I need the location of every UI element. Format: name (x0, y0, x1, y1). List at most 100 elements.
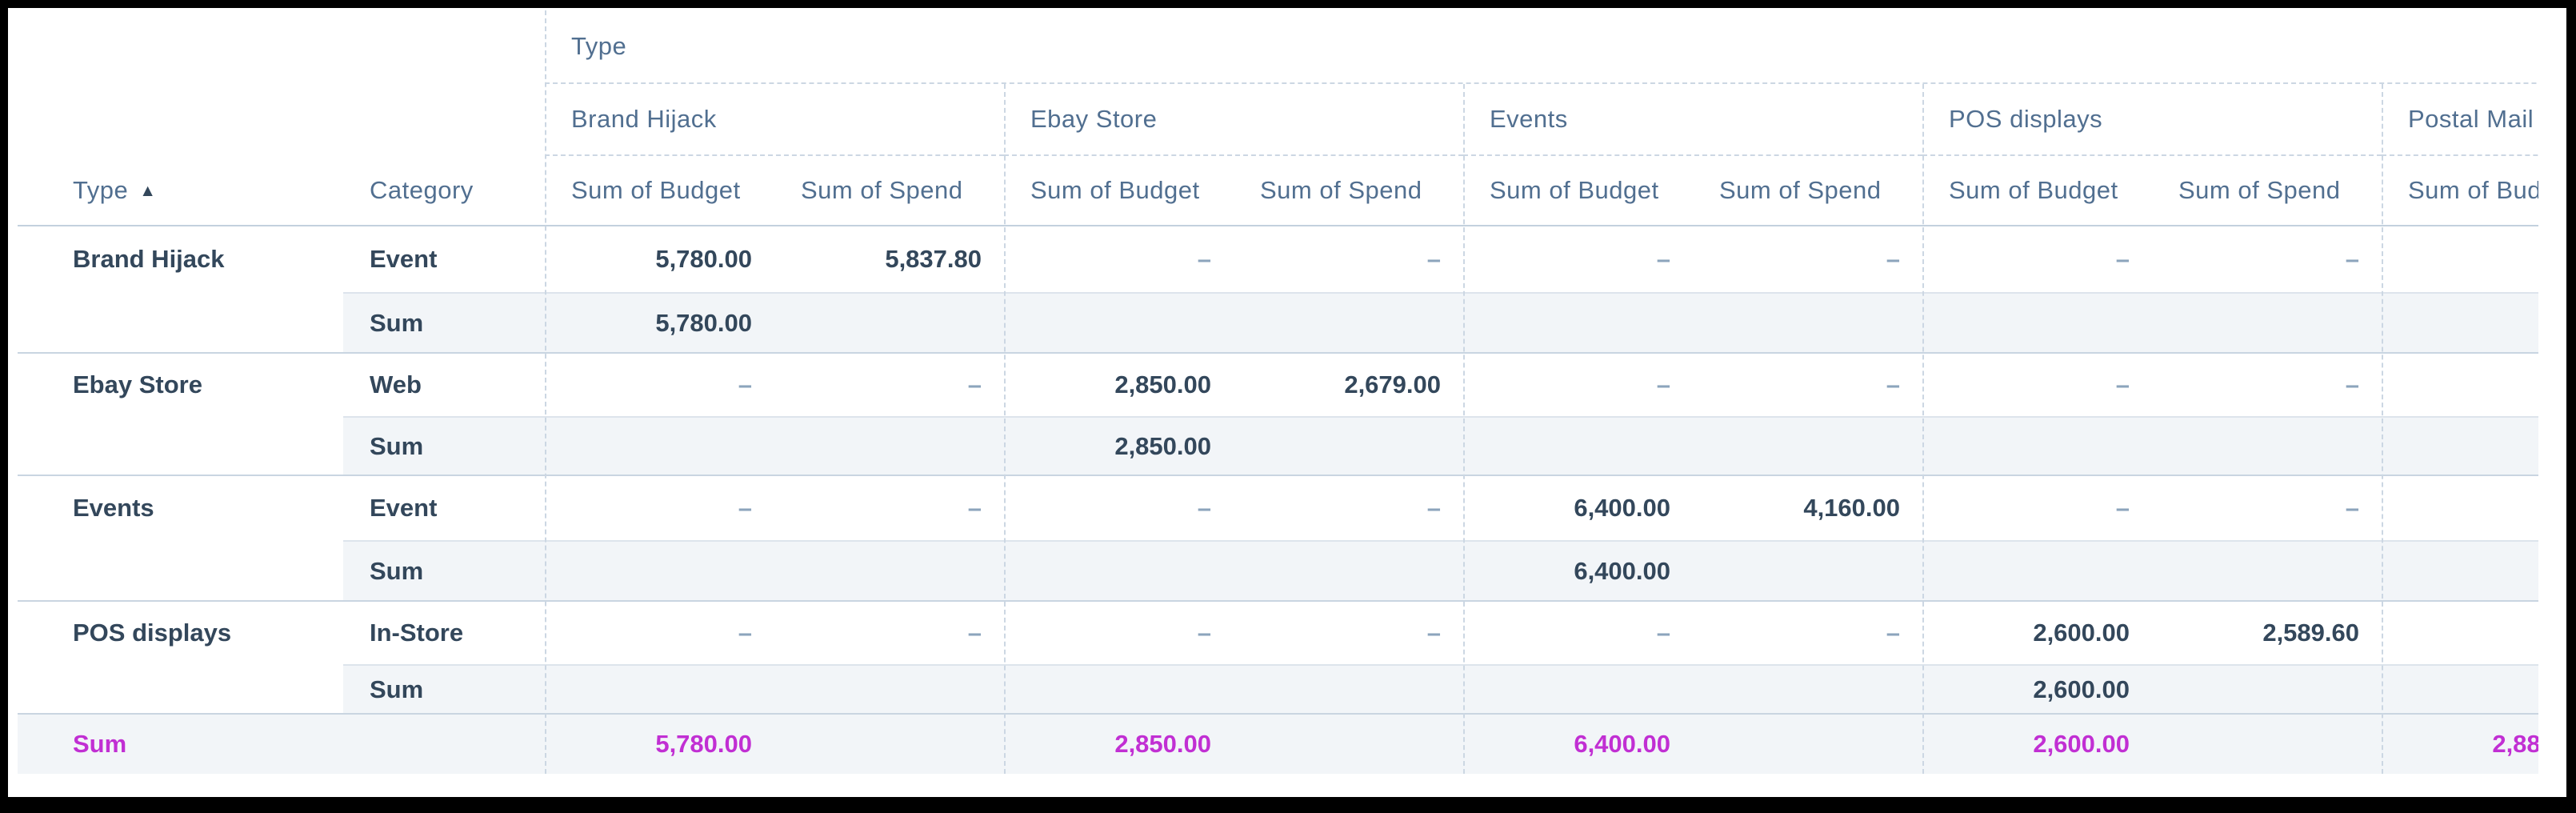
cell-value: 2,850.00 (1114, 431, 1211, 460)
cell-empty-dash: – (2345, 245, 2359, 273)
cell-empty-dash: – (967, 494, 982, 522)
header-sum-of-budget: Sum of Budget (1490, 176, 1659, 204)
cell-empty-dash: – (967, 370, 982, 398)
group-header-postal-mail: Postal Mail (2382, 84, 2538, 156)
cell-value: 2,600.00 (2033, 619, 2130, 647)
cell-empty-dash: – (1426, 619, 1441, 647)
cell-value (1463, 294, 1693, 352)
column-dimension-label: Type (545, 10, 2538, 84)
report-canvas: Type Brand Hijack Ebay Store Events POS … (8, 8, 2566, 797)
column-dimension-row: Type (18, 10, 2538, 84)
header-sum-of-budget: Sum of Budget (1030, 176, 1200, 204)
cell-value (1693, 666, 1922, 713)
group-header-events: Events (1463, 84, 1922, 156)
row-type-label: Ebay Store (73, 370, 202, 398)
cell-empty-dash: – (1886, 370, 1900, 398)
cell-value (774, 715, 1004, 774)
cell-value (2382, 542, 2538, 600)
cell-value (1004, 294, 1234, 352)
cell-value (1922, 418, 2152, 475)
sort-header-type[interactable]: Type ▲ (18, 156, 343, 225)
cell-value (545, 666, 774, 713)
row-category-label: Sum (370, 675, 424, 703)
cell-value (1922, 542, 2152, 600)
row-type-label (18, 540, 343, 600)
table-row: Brand Hijack Event 5,780.00 5,837.80 – – – – – – (18, 226, 2538, 292)
cell-value: 5,780.00 (655, 245, 752, 273)
cell-empty-dash: – (2115, 494, 2130, 522)
row-category-label: Sum (370, 431, 424, 460)
row-cells: Event 5,780.00 5,837.80 – – – – – – (343, 226, 2538, 292)
cell-value (1234, 715, 1463, 774)
cell-value (1922, 294, 2152, 352)
cell-value (1463, 418, 1693, 475)
cell-value (1004, 666, 1234, 713)
cell-value (545, 418, 774, 475)
row-type-label (18, 416, 343, 475)
cell-value: 4,160.00 (1803, 494, 1900, 522)
cell-value (1234, 542, 1463, 600)
cell-value: 2,850.00 (1114, 370, 1211, 398)
cell-value (1463, 666, 1693, 713)
cell-empty-dash: – (1656, 619, 1670, 647)
cell-value (2382, 226, 2538, 292)
cell-empty-dash: – (2345, 494, 2359, 522)
cell-empty-dash: – (738, 494, 752, 522)
cell-value (2382, 666, 2538, 713)
group-subtotal-row: Sum 2,600.00 (18, 664, 2538, 715)
grand-total-row: Sum 5,780.00 2,850.00 6,400.00 2,600.00 2,880… (18, 715, 2538, 774)
sort-ascending-icon: ▲ (139, 181, 157, 200)
cell-value (2152, 418, 2382, 475)
cell-empty-dash: – (738, 619, 752, 647)
group-subtotal-row: Sum 2,850.00 (18, 416, 2538, 476)
cell-value (774, 418, 1004, 475)
row-category-label (343, 715, 545, 774)
row-cells: Sum 6,400.00 (343, 540, 2538, 600)
row-type-label (18, 664, 343, 713)
header-sum-of-spend: Sum of Spend (801, 176, 963, 204)
group-subtotal-row: Sum 6,400.00 (18, 540, 2538, 602)
row-category-label: Event (370, 494, 438, 522)
corner-spacer (18, 10, 545, 84)
cell-empty-dash: – (1426, 494, 1441, 522)
row-type-label: Events (73, 494, 154, 522)
cell-value (1693, 542, 1922, 600)
row-category-label: Sum (370, 556, 424, 585)
header-sum-of-spend: Sum of Spend (2178, 176, 2341, 204)
cell-value (2152, 294, 2382, 352)
cell-value (2152, 715, 2382, 774)
cell-value (1004, 542, 1234, 600)
row-type-label: POS displays (73, 619, 232, 647)
header-sum-of-budget: Sum of Budget (1949, 176, 2118, 204)
table-row: Events Event – – – – 6,400.00 4,160.00 – – (18, 476, 2538, 540)
cell-value (1693, 294, 1922, 352)
cell-value: 2,589.60 (2262, 619, 2359, 647)
cell-value: 2,600.00 (2033, 730, 2130, 758)
cell-value: 5,837.80 (885, 245, 982, 273)
sort-header-type-label: Type (73, 176, 129, 204)
row-category-label: In-Store (370, 619, 464, 647)
table-body: Brand Hijack Event 5,780.00 5,837.80 – – – – – – S… (18, 226, 2538, 774)
cell-value (2382, 602, 2538, 664)
cell-value: 2,880.00 (2492, 730, 2538, 758)
row-cells: In-Store – – – – – – 2,600.00 2,589.60 (343, 602, 2538, 664)
cell-empty-dash: – (1656, 370, 1670, 398)
cell-empty-dash: – (1426, 245, 1441, 273)
cell-value: 6,400.00 (1574, 730, 1670, 758)
cell-value (2152, 666, 2382, 713)
header-category: Category (370, 176, 474, 204)
group-header-pos-displays: POS displays (1922, 84, 2382, 156)
group-header-row: Brand Hijack Ebay Store Events POS displ… (18, 84, 2538, 156)
cell-empty-dash: – (1197, 245, 1211, 273)
row-cells: Web – – 2,850.00 2,679.00 – – – – (343, 354, 2538, 416)
cell-empty-dash: – (1197, 619, 1211, 647)
cell-value: 2,679.00 (1344, 370, 1441, 398)
cell-empty-dash: – (2115, 245, 2130, 273)
row-category-label: Web (370, 370, 422, 398)
group-header-ebay-store: Ebay Store (1004, 84, 1463, 156)
table-row: POS displays In-Store – – – – – – 2,600.00 2,589.… (18, 602, 2538, 664)
cell-value (1234, 418, 1463, 475)
header-sum-of-budget: Sum of Budget (2408, 176, 2538, 204)
cell-value (1234, 294, 1463, 352)
row-cells: Sum 5,780.00 (343, 292, 2538, 352)
